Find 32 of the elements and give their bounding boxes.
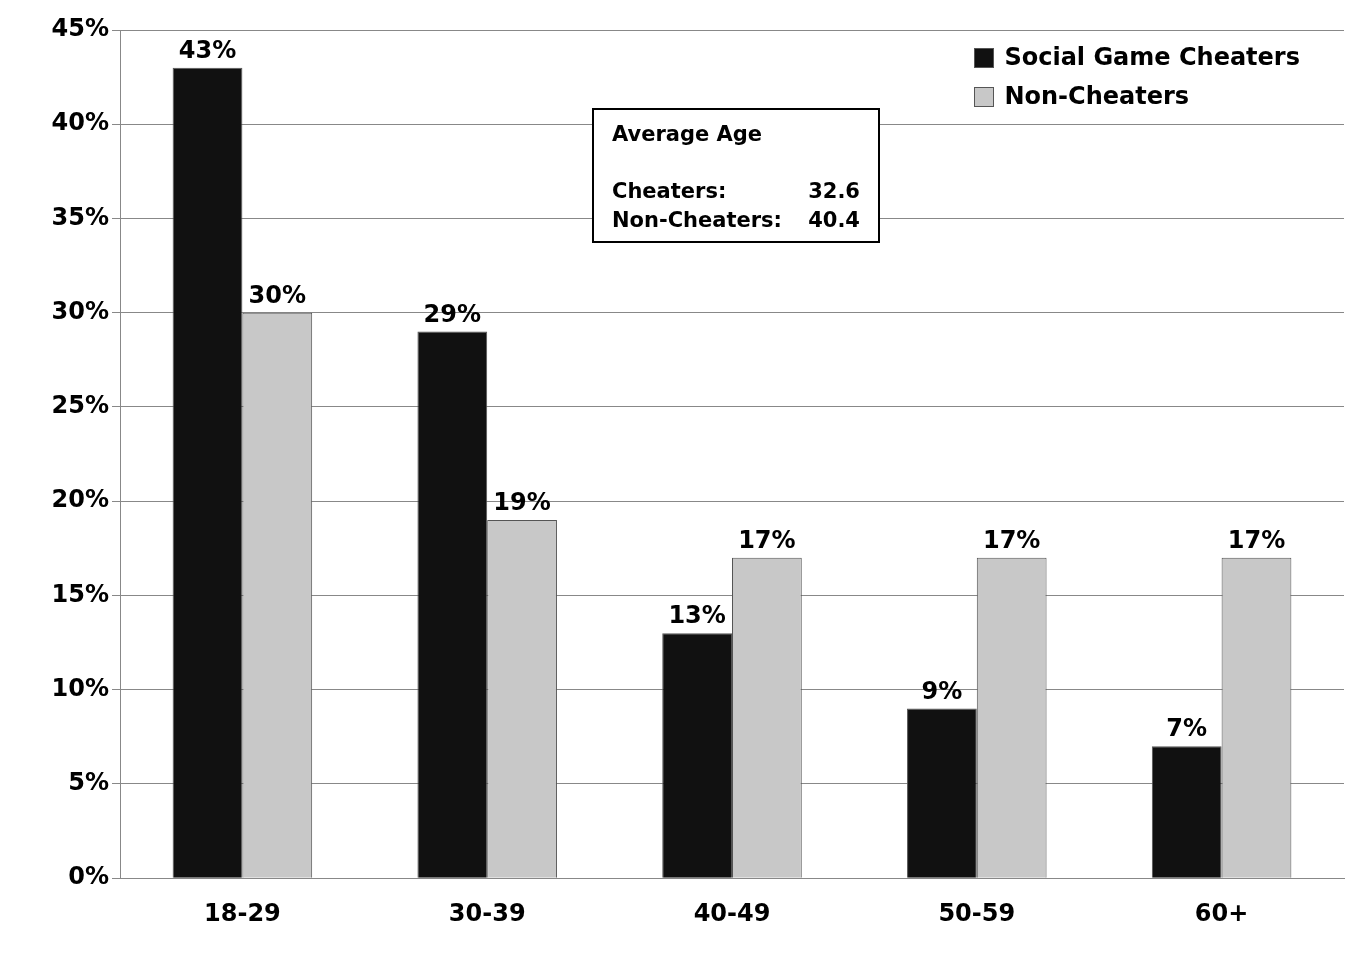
data-label: 17% xyxy=(738,526,796,554)
data-label: 17% xyxy=(1227,526,1286,554)
annotation: 32.6 xyxy=(808,178,860,205)
data-label: 9% xyxy=(921,676,963,705)
y-tick-label: 45% xyxy=(51,14,109,43)
y-tick-label: 40% xyxy=(51,108,109,137)
annotation: Non-Cheaters: xyxy=(612,207,782,234)
data-label: 19% xyxy=(493,488,551,517)
data-label: 29% xyxy=(423,299,482,328)
x-tick-label: 50-59 xyxy=(938,898,1016,927)
x-tick-label: 60+ xyxy=(1194,898,1249,927)
data-label: 17% xyxy=(982,526,1041,554)
y-tick-label: 20% xyxy=(51,485,109,514)
annotation: Average Age xyxy=(612,121,764,148)
legend-label: Social Game Cheaters xyxy=(1004,42,1300,73)
x-tick-label: 30-39 xyxy=(448,898,526,927)
y-tick-label: 10% xyxy=(51,673,109,702)
legend-label: Non-Cheaters xyxy=(1004,81,1190,112)
data-label: 30% xyxy=(248,280,307,309)
annotation: 40.4 xyxy=(808,207,860,234)
x-tick-label: 40-49 xyxy=(693,898,771,927)
annotation: Cheaters: xyxy=(612,178,727,205)
y-tick-label: 5% xyxy=(68,768,109,797)
y-tick-label: 25% xyxy=(51,391,109,420)
data-label: 13% xyxy=(668,601,726,630)
y-tick-label: 15% xyxy=(51,579,109,608)
x-tick-label: 18-29 xyxy=(204,898,281,927)
data-label: 7% xyxy=(1166,714,1208,743)
y-tick-label: 30% xyxy=(51,296,109,325)
y-tick-label: 0% xyxy=(68,862,109,891)
data-label: 43% xyxy=(178,35,237,64)
y-tick-label: 35% xyxy=(51,202,109,231)
